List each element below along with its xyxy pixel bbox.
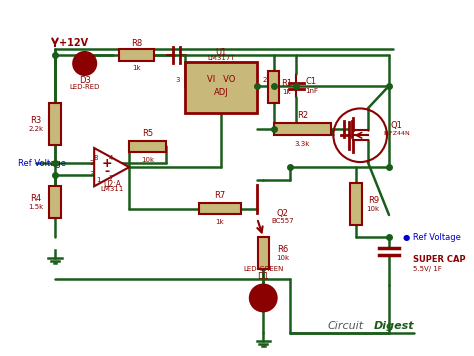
Text: Ref Voltage: Ref Voltage [18,158,66,168]
Circle shape [73,52,96,75]
Text: R1: R1 [282,79,292,88]
FancyBboxPatch shape [49,186,61,218]
Text: 10k: 10k [141,157,155,163]
Text: LM311: LM311 [100,186,124,192]
Text: Circuit: Circuit [328,321,364,331]
Text: +12V: +12V [59,38,88,48]
Text: 3.3k: 3.3k [295,141,310,147]
Text: 7: 7 [109,175,113,181]
Text: R7: R7 [214,191,226,200]
Text: R8: R8 [131,39,142,48]
Text: R4: R4 [30,194,41,203]
FancyBboxPatch shape [119,49,154,61]
FancyBboxPatch shape [268,72,279,103]
Text: 1.5k: 1.5k [28,204,44,210]
Text: IRFZ44N: IRFZ44N [383,131,410,136]
Text: SUPER CAP: SUPER CAP [413,255,465,264]
Text: 3: 3 [90,171,94,177]
Text: Q2: Q2 [276,209,288,218]
FancyBboxPatch shape [49,103,61,145]
Text: R2: R2 [297,111,308,120]
Text: R5: R5 [142,129,154,137]
Text: 1: 1 [96,177,100,183]
Text: Q1: Q1 [391,121,402,130]
Text: 10k: 10k [367,206,380,211]
FancyBboxPatch shape [350,183,362,225]
FancyBboxPatch shape [273,123,331,135]
Text: 4: 4 [109,155,113,161]
Text: R6: R6 [277,245,288,254]
Text: 2: 2 [90,160,94,166]
FancyBboxPatch shape [257,237,269,269]
Text: U1: U1 [215,48,227,57]
Text: ADJ: ADJ [214,88,228,97]
Polygon shape [94,148,129,186]
Text: D1: D1 [257,272,269,281]
Text: LED-GREEN: LED-GREEN [243,266,283,272]
Text: U2:A: U2:A [103,180,121,189]
Text: 3: 3 [175,77,180,83]
Text: 2: 2 [263,77,267,83]
Text: LED-RED: LED-RED [70,84,100,90]
Text: 8: 8 [94,155,99,161]
FancyBboxPatch shape [200,203,241,214]
Text: D3: D3 [79,76,91,85]
Text: R3: R3 [30,116,42,125]
Text: VI   VO: VI VO [207,75,235,84]
Text: 5.5V/ 1F: 5.5V/ 1F [413,266,442,272]
Text: +: + [101,157,112,171]
Text: 1k: 1k [216,219,224,225]
Text: 2.2k: 2.2k [28,126,44,132]
FancyBboxPatch shape [129,141,166,152]
FancyBboxPatch shape [185,62,257,113]
Text: BC557: BC557 [271,218,294,224]
Text: C1: C1 [306,78,317,87]
Text: LM317T: LM317T [207,55,235,61]
Text: R9: R9 [368,195,379,204]
Text: 1nF: 1nF [305,88,318,94]
Text: -: - [104,166,109,178]
Text: 1k: 1k [132,65,141,71]
Text: ● Ref Voltage: ● Ref Voltage [403,233,461,242]
Text: 1k: 1k [283,89,291,95]
Circle shape [250,284,277,312]
Text: 10k: 10k [276,255,289,261]
Text: Digest: Digest [374,321,414,331]
